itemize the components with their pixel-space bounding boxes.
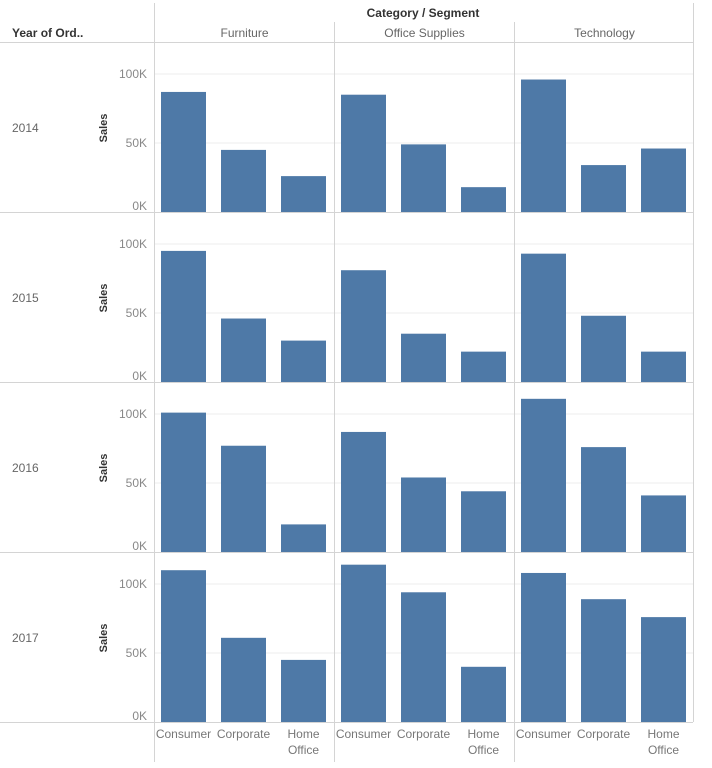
bar-2015-office-supplies-consumer [341, 270, 386, 382]
bar-2014-technology-home-office [641, 148, 686, 212]
bar-2014-office-supplies-consumer [341, 94, 386, 212]
bar-2016-furniture-consumer [161, 412, 206, 552]
bar-2014-furniture-consumer [161, 91, 206, 212]
year-label-2016: 2016 [12, 461, 39, 475]
bar-2014-technology-corporate [581, 165, 626, 212]
bar-2015-office-supplies-home-office [461, 351, 506, 382]
bar-2015-office-supplies-corporate [401, 333, 446, 382]
bar-2017-office-supplies-corporate [401, 592, 446, 722]
x-tick-label: Consumer [156, 727, 211, 741]
y-tick-label: 100K [119, 577, 147, 591]
x-tick-label: Home [467, 727, 499, 741]
y-tick-label: 0K [132, 539, 147, 553]
bar-2016-office-supplies-consumer [341, 431, 386, 552]
bar-2014-office-supplies-corporate [401, 144, 446, 212]
y-tick-label: 50K [126, 136, 147, 150]
y-tick-label: 50K [126, 306, 147, 320]
bars-layer [161, 79, 686, 722]
bar-2016-furniture-corporate [221, 445, 266, 552]
bar-2015-furniture-corporate [221, 318, 266, 382]
y-axis-title: Sales [98, 454, 110, 483]
year-label-2014: 2014 [12, 121, 39, 135]
labels-layer: Furniture Office Supplies Technology 2014 Sa… [12, 26, 680, 757]
bar-2014-furniture-corporate [221, 149, 266, 212]
bar-2016-office-supplies-home-office [461, 491, 506, 552]
year-label-2017: 2017 [12, 631, 39, 645]
category-header-technology: Technology [574, 26, 635, 40]
bar-2016-furniture-home-office [281, 524, 326, 552]
x-tick-label: Office [468, 743, 499, 757]
bar-2017-technology-corporate [581, 599, 626, 722]
y-tick-label: 50K [126, 476, 147, 490]
y-axis-title: Sales [98, 284, 110, 313]
x-tick-label: Corporate [577, 727, 631, 741]
x-tick-label: Office [648, 743, 679, 757]
year-label-2015: 2015 [12, 291, 39, 305]
y-tick-label: 100K [119, 237, 147, 251]
bar-2016-technology-corporate [581, 447, 626, 552]
x-tick-label: Home [287, 727, 319, 741]
x-tick-label: Home [647, 727, 679, 741]
y-tick-label: 0K [132, 199, 147, 213]
x-tick-label: Corporate [217, 727, 271, 741]
bar-2015-technology-consumer [521, 253, 566, 382]
bar-2014-office-supplies-home-office [461, 187, 506, 212]
bar-2016-technology-home-office [641, 495, 686, 552]
bar-2017-technology-consumer [521, 572, 566, 722]
bar-2016-technology-consumer [521, 398, 566, 552]
bar-2017-technology-home-office [641, 617, 686, 722]
bar-2016-office-supplies-corporate [401, 477, 446, 552]
row-header-title: Year of Ord.. [12, 26, 83, 40]
y-axis-title: Sales [98, 114, 110, 143]
y-tick-label: 0K [132, 709, 147, 723]
column-header-title: Category / Segment [367, 6, 480, 20]
bar-2015-furniture-consumer [161, 250, 206, 382]
bar-2017-furniture-corporate [221, 637, 266, 722]
x-tick-label: Corporate [397, 727, 451, 741]
y-axis-title: Sales [98, 624, 110, 653]
y-tick-label: 100K [119, 407, 147, 421]
y-tick-label: 50K [126, 646, 147, 660]
y-tick-label: 0K [132, 369, 147, 383]
bar-2015-technology-corporate [581, 315, 626, 382]
x-tick-label: Consumer [516, 727, 571, 741]
bar-2014-furniture-home-office [281, 176, 326, 212]
bar-2015-furniture-home-office [281, 340, 326, 382]
x-tick-label: Consumer [336, 727, 391, 741]
bar-2014-technology-consumer [521, 79, 566, 213]
bar-2015-technology-home-office [641, 351, 686, 382]
bar-2017-office-supplies-consumer [341, 564, 386, 722]
bar-2017-furniture-consumer [161, 570, 206, 722]
y-tick-label: 100K [119, 67, 147, 81]
x-tick-label: Office [288, 743, 319, 757]
bar-2017-office-supplies-home-office [461, 666, 506, 722]
dividers [0, 3, 694, 762]
category-header-furniture: Furniture [220, 26, 268, 40]
category-header-office-supplies: Office Supplies [384, 26, 465, 40]
bar-2017-furniture-home-office [281, 659, 326, 722]
